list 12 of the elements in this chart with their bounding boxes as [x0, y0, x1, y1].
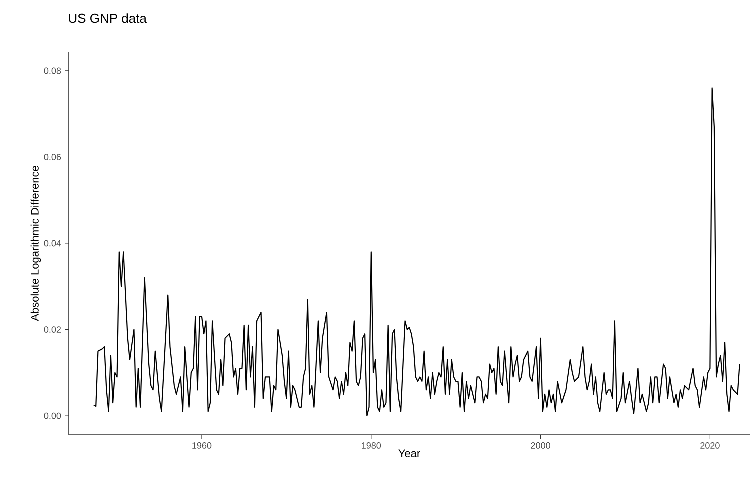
- x-tick-label: 1980: [362, 442, 382, 449]
- x-tick-label: 2020: [700, 442, 720, 449]
- chart-subtitle: US GNP data: [69, 14, 147, 24]
- x-tick-label: 1960: [192, 442, 212, 449]
- x-axis-title: Year: [398, 450, 420, 458]
- y-tick-label: 0.06: [44, 154, 62, 160]
- y-tick-label: 0.04: [44, 240, 62, 247]
- x-tick-label: 2000: [531, 442, 550, 449]
- y-axis-title: Absolute Logarithmic Difference: [30, 166, 42, 322]
- y-tick-label: 0.08: [44, 68, 62, 74]
- y-tick-label: 0.02: [44, 326, 62, 333]
- y-tick-label: 0.00: [44, 412, 62, 420]
